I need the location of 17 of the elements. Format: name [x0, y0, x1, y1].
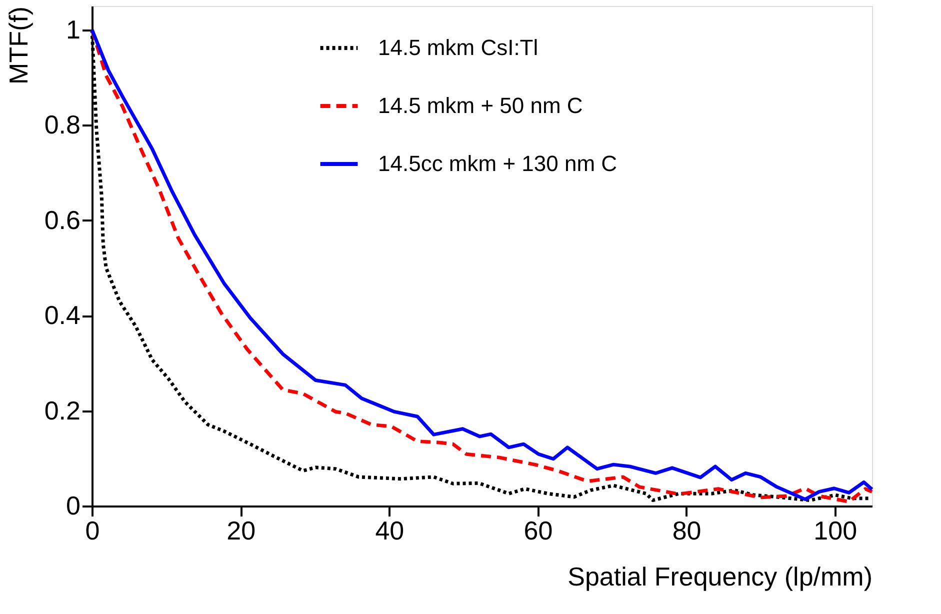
y-tick-label: 0 — [66, 490, 80, 520]
x-tick-label: 60 — [524, 516, 553, 546]
x-tick-label: 80 — [672, 516, 702, 546]
x-tick-label: 0 — [85, 516, 100, 546]
legend-label: 14.5cc mkm + 130 nm C — [378, 151, 618, 176]
y-tick-label: 0.2 — [44, 395, 80, 426]
x-axis-title: Spatial Frequency (lp/mm) — [568, 562, 872, 592]
y-tick-label: 0.4 — [44, 300, 80, 330]
x-tick-label: 100 — [814, 516, 858, 546]
x-tick-label: 40 — [375, 516, 404, 546]
legend-label: 14.5 mkm + 50 nm C — [378, 93, 583, 118]
x-tick-label: 20 — [226, 516, 256, 546]
y-tick-label: 1 — [66, 14, 80, 44]
y-axis-title: MTF(f) — [3, 6, 34, 84]
y-tick-label: 0.8 — [44, 110, 80, 140]
y-tick-label: 0.6 — [44, 204, 80, 235]
legend-label: 14.5 mkm CsI:Tl — [378, 35, 538, 60]
